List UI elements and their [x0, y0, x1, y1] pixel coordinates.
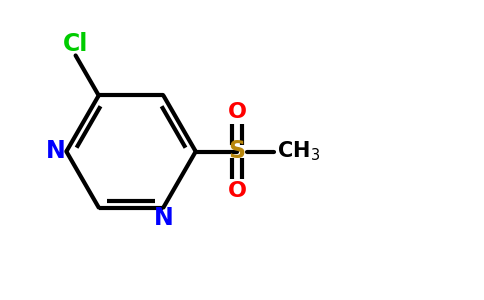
- Text: O: O: [228, 181, 247, 201]
- Text: N: N: [153, 206, 173, 230]
- Text: S: S: [229, 140, 246, 164]
- Text: O: O: [228, 102, 247, 122]
- Text: CH$_3$: CH$_3$: [276, 140, 319, 163]
- Text: N: N: [46, 140, 66, 164]
- Text: Cl: Cl: [63, 32, 88, 56]
